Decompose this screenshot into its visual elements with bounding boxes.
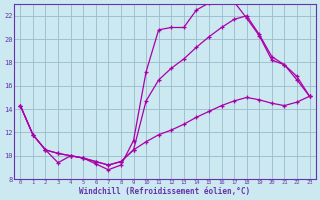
X-axis label: Windchill (Refroidissement éolien,°C): Windchill (Refroidissement éolien,°C)	[79, 187, 251, 196]
